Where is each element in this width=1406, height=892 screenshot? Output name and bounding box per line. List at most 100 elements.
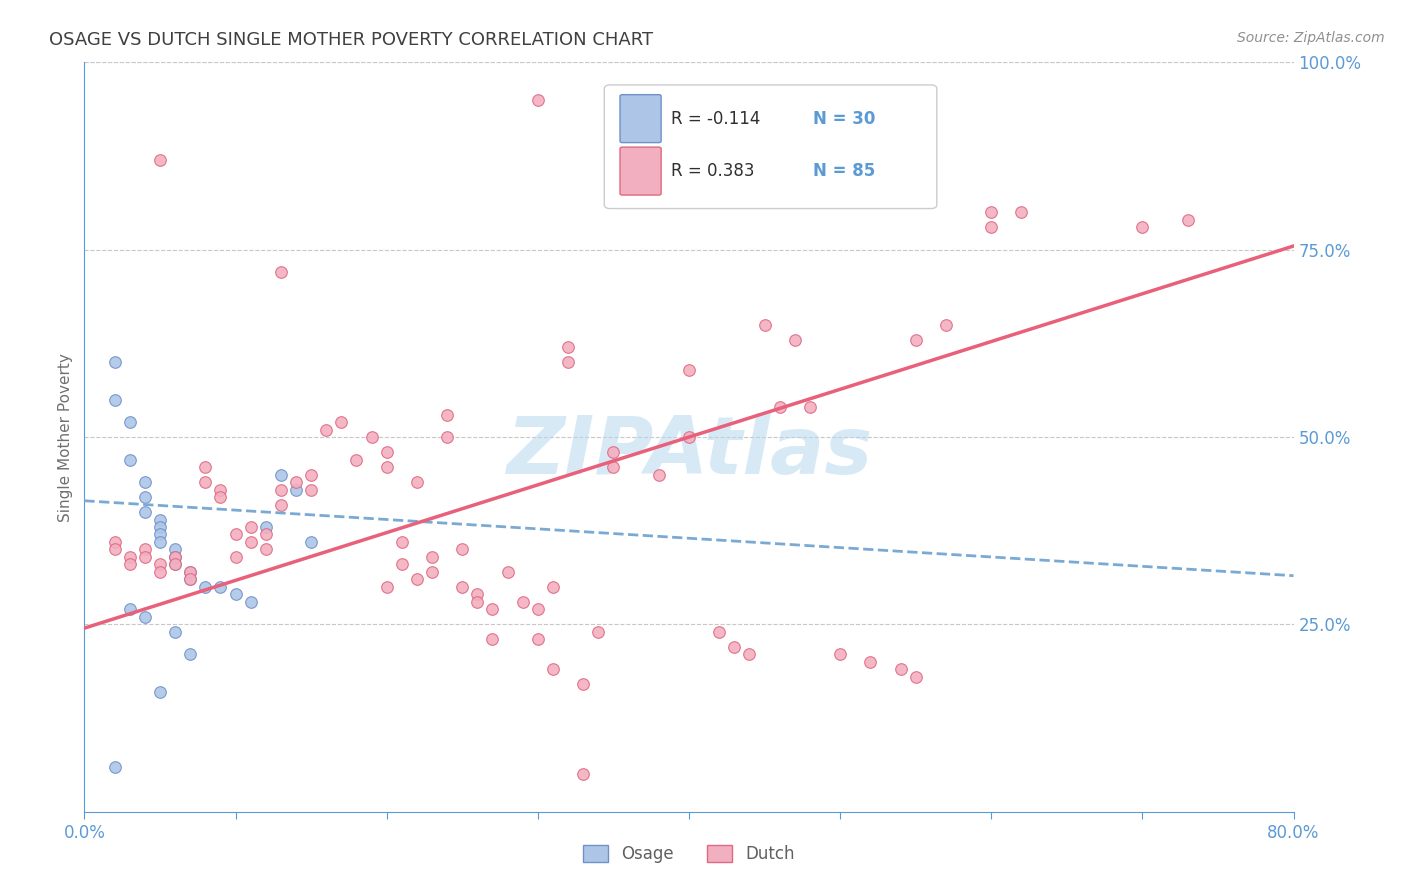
Point — [134, 549, 156, 564]
Point — [738, 648, 761, 662]
Point — [165, 542, 187, 557]
Point — [254, 542, 277, 557]
Point — [134, 475, 156, 489]
Point — [648, 467, 671, 482]
Point — [179, 573, 201, 587]
Point — [904, 333, 927, 347]
Text: OSAGE VS DUTCH SINGLE MOTHER POVERTY CORRELATION CHART: OSAGE VS DUTCH SINGLE MOTHER POVERTY COR… — [49, 31, 654, 49]
Point — [179, 573, 201, 587]
FancyBboxPatch shape — [605, 85, 936, 209]
Point — [678, 362, 700, 376]
Point — [557, 355, 579, 369]
Text: N = 30: N = 30 — [814, 110, 876, 128]
Point — [406, 573, 429, 587]
Point — [104, 355, 127, 369]
Point — [134, 542, 156, 557]
Point — [754, 318, 776, 332]
Point — [149, 153, 172, 167]
Point — [406, 475, 429, 489]
Point — [467, 587, 489, 601]
Text: Source: ZipAtlas.com: Source: ZipAtlas.com — [1237, 31, 1385, 45]
Point — [783, 333, 806, 347]
Point — [165, 549, 187, 564]
Point — [572, 677, 595, 691]
Point — [527, 632, 550, 647]
Point — [239, 535, 262, 549]
Point — [134, 490, 156, 504]
Point — [904, 670, 927, 684]
Point — [602, 445, 624, 459]
Point — [179, 565, 201, 579]
Point — [209, 490, 232, 504]
Point — [225, 549, 247, 564]
Point — [375, 460, 398, 475]
Point — [254, 527, 277, 541]
Text: R = 0.383: R = 0.383 — [671, 162, 754, 180]
Point — [723, 640, 745, 654]
Point — [935, 318, 957, 332]
Point — [315, 423, 337, 437]
Y-axis label: Single Mother Poverty: Single Mother Poverty — [58, 352, 73, 522]
Point — [194, 475, 217, 489]
Point — [541, 662, 564, 676]
Point — [270, 483, 292, 497]
Text: ZIPAtlas: ZIPAtlas — [506, 413, 872, 491]
Point — [118, 602, 141, 616]
Point — [270, 467, 292, 482]
Point — [541, 580, 564, 594]
Point — [149, 558, 172, 572]
Point — [391, 558, 413, 572]
Point — [299, 535, 322, 549]
Text: R = -0.114: R = -0.114 — [671, 110, 761, 128]
Point — [209, 483, 232, 497]
Point — [330, 415, 353, 429]
Point — [709, 624, 731, 639]
Point — [980, 220, 1002, 235]
Point — [225, 587, 247, 601]
Point — [209, 580, 232, 594]
Point — [360, 430, 382, 444]
Point — [149, 535, 172, 549]
Point — [467, 595, 489, 609]
Point — [118, 452, 141, 467]
Point — [769, 400, 792, 414]
Point — [299, 483, 322, 497]
Point — [149, 520, 172, 534]
Point — [134, 610, 156, 624]
Point — [451, 542, 474, 557]
Point — [225, 527, 247, 541]
Point — [149, 685, 172, 699]
Point — [270, 498, 292, 512]
Point — [149, 527, 172, 541]
Legend: Osage, Dutch: Osage, Dutch — [583, 845, 794, 863]
Point — [194, 460, 217, 475]
Point — [602, 460, 624, 475]
Point — [512, 595, 534, 609]
Point — [165, 624, 187, 639]
Point — [104, 542, 127, 557]
Point — [149, 565, 172, 579]
Point — [980, 205, 1002, 219]
Point — [104, 392, 127, 407]
Point — [254, 520, 277, 534]
Point — [285, 475, 308, 489]
Point — [134, 505, 156, 519]
Point — [890, 662, 912, 676]
Point — [239, 595, 262, 609]
Point — [527, 93, 550, 107]
Point — [588, 624, 610, 639]
Point — [436, 430, 458, 444]
FancyBboxPatch shape — [620, 147, 661, 195]
Point — [270, 265, 292, 279]
Point — [557, 340, 579, 354]
Point — [375, 580, 398, 594]
Point — [451, 580, 474, 594]
Point — [346, 452, 368, 467]
Point — [165, 549, 187, 564]
Point — [285, 483, 308, 497]
Point — [420, 565, 443, 579]
Point — [1011, 205, 1033, 219]
FancyBboxPatch shape — [620, 95, 661, 143]
Point — [799, 400, 821, 414]
Point — [859, 655, 882, 669]
